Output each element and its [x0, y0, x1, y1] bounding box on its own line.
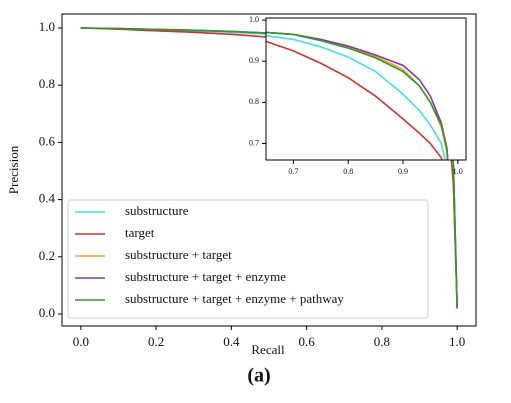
- x-tick-label: 0.0: [73, 334, 89, 349]
- x-axis-label: Recall: [251, 342, 285, 357]
- inset-frame: [265, 17, 467, 161]
- x-tick-label: 1.0: [449, 334, 465, 349]
- y-tick-label: 0.0: [39, 305, 55, 320]
- x-tick-label: 0.6: [299, 334, 316, 349]
- x-tick-label: 1.0: [453, 167, 463, 176]
- series-line: [266, 31, 449, 160]
- legend: substructure target substructure + target s…: [67, 199, 429, 319]
- series-line: [266, 40, 443, 160]
- y-tick-label: 1.0: [39, 19, 55, 34]
- x-tick-label: 0.8: [374, 334, 390, 349]
- legend-label: substructure + target: [125, 247, 232, 262]
- x-tick-label: 0.8: [343, 167, 353, 176]
- y-axis-label: Precision: [6, 145, 21, 194]
- legend-box: [67, 199, 429, 319]
- legend-label: target: [125, 225, 155, 240]
- x-tick-label: 0.4: [223, 334, 240, 349]
- series-line: [266, 34, 446, 160]
- legend-label: substructure + target + enzyme: [125, 269, 286, 284]
- x-tick-label: 0.7: [288, 167, 298, 176]
- legend-label: substructure + target + enzyme + pathway: [125, 291, 344, 306]
- inset: 0.7 0.8 0.9 1.0 0.7 0.8 0.9 1.0: [249, 15, 467, 176]
- y-tick-label: 0.6: [39, 133, 56, 148]
- y-tick-label: 0.2: [39, 248, 55, 263]
- y-tick-label: 0.8: [249, 97, 259, 106]
- y-tick-label: 1.0: [249, 15, 259, 24]
- series-line: [266, 31, 449, 160]
- caption: (a): [247, 365, 270, 387]
- legend-label: substructure: [125, 203, 189, 218]
- x-tick-label: 0.9: [398, 167, 408, 176]
- y-tick-label: 0.4: [39, 191, 56, 206]
- plot-frame: [61, 13, 477, 327]
- y-tick-label: 0.7: [249, 138, 259, 147]
- y-tick-label: 0.8: [39, 76, 55, 91]
- x-tick-label: 0.2: [148, 334, 164, 349]
- y-tick-label: 0.9: [249, 56, 259, 65]
